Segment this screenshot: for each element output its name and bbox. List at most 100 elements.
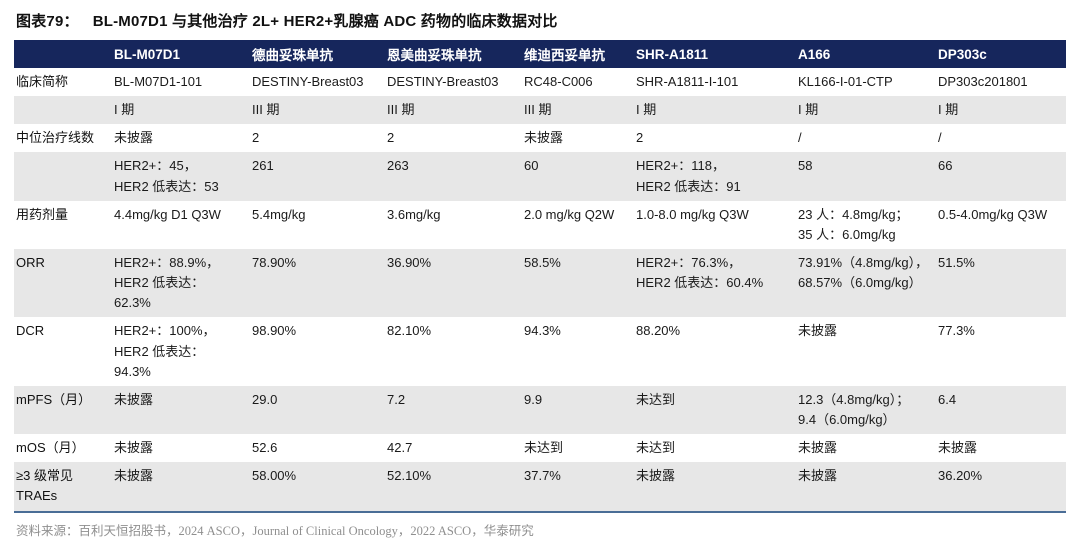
source-note: 资料来源：百利天恒招股书，2024 ASCO，Journal of Clinic… bbox=[16, 523, 534, 538]
table-cell: DESTINY-Breast03 bbox=[252, 74, 364, 89]
table-cell: 37.7% bbox=[516, 462, 628, 512]
clinical-data-table: BL-M07D1 德曲妥珠单抗 恩美曲妥珠单抗 维迪西妥单抗 SHR-A1811… bbox=[14, 40, 1066, 513]
table-cell: 5.4mg/kg bbox=[252, 206, 306, 222]
table-cell: 未达到 bbox=[636, 440, 676, 456]
table-cell: 36.90% bbox=[379, 248, 516, 318]
table-cell: 未披露 bbox=[524, 130, 564, 146]
figure-title-text: BL-M07D1 与其他治疗 2L+ HER2+乳腺癌 ADC 药物的临床数据对… bbox=[92, 13, 558, 30]
table-cell: 58.00% bbox=[244, 462, 379, 512]
table-row: ORR HER2+：88.9%， HER2 低表达： 62.3% 78.90% 36.… bbox=[14, 248, 1066, 318]
header-cell-dequ: 德曲妥珠单抗 bbox=[244, 40, 379, 68]
table-cell: 66 bbox=[930, 152, 1066, 201]
table-cell: HER2+：118， HER2 低表达：91 bbox=[628, 152, 790, 201]
table-cell: I 期 bbox=[628, 96, 790, 125]
table-row: DCR HER2+：100%， HER2 低表达： 94.3% 98.90% 82.1… bbox=[14, 317, 1066, 385]
table-cell: 73.91%（4.8mg/kg）， 68.57%（6.0mg/kg） bbox=[790, 248, 930, 318]
table-cell: 3.6mg/kg bbox=[387, 206, 441, 222]
table-cell: III 期 bbox=[379, 96, 516, 125]
table-cell: RC48-C006 bbox=[524, 74, 593, 89]
table-cell: 2.0 mg/kg Q2W bbox=[524, 206, 615, 222]
table-cell: 94.3% bbox=[524, 323, 561, 339]
table-cell: 60 bbox=[516, 152, 628, 201]
figure-number: 图表79： bbox=[16, 13, 79, 30]
table-cell: 263 bbox=[379, 152, 516, 201]
table-cell: 未披露 bbox=[798, 323, 838, 339]
header-cell-dp303c: DP303c bbox=[930, 40, 1066, 68]
table-cell: 52.6 bbox=[252, 440, 278, 456]
table-cell: 29.0 bbox=[244, 385, 379, 435]
table-cell: 78.90% bbox=[244, 248, 379, 318]
table-cell: 77.3% bbox=[938, 323, 975, 339]
table-row: mOS（月） 未披露 52.6 42.7 未达到 未达到 未披露 未披露 bbox=[14, 434, 1066, 462]
table-cell: 98.90% bbox=[252, 323, 297, 339]
table-cell: HER2+：100%， HER2 低表达： 94.3% bbox=[114, 323, 216, 379]
table-cell: 9.9 bbox=[516, 385, 628, 435]
row-label: 中位治疗线数 bbox=[16, 130, 95, 146]
table-cell: HER2+：45， HER2 低表达：53 bbox=[106, 152, 244, 201]
figure-title: 图表79： BL-M07D1 与其他治疗 2L+ HER2+乳腺癌 ADC 药物的… bbox=[16, 10, 1066, 31]
table-cell: KL166-I-01-CTP bbox=[798, 74, 893, 89]
table-cell: DP303c201801 bbox=[938, 74, 1028, 89]
table-cell: DESTINY-Breast03 bbox=[387, 74, 499, 89]
table-cell: 82.10% bbox=[387, 323, 432, 339]
row-label: ≥3 级常见 TRAEs bbox=[14, 462, 106, 512]
table-cell: 42.7 bbox=[387, 440, 413, 456]
table-header-row: BL-M07D1 德曲妥珠单抗 恩美曲妥珠单抗 维迪西妥单抗 SHR-A1811… bbox=[14, 40, 1066, 68]
table-cell: 1.0-8.0 mg/kg Q3W bbox=[636, 206, 749, 222]
table-cell: 未披露 bbox=[114, 440, 154, 456]
table-cell: 未披露 bbox=[628, 462, 790, 512]
row-label: mPFS（月） bbox=[14, 385, 106, 435]
table-cell: 58 bbox=[790, 152, 930, 201]
row-label: DCR bbox=[16, 323, 45, 339]
table-cell: 58.5% bbox=[516, 248, 628, 318]
table-cell: 2 bbox=[636, 130, 644, 146]
row-label bbox=[14, 152, 106, 201]
row-label: ORR bbox=[14, 248, 106, 318]
table-cell: 36.20% bbox=[930, 462, 1066, 512]
table-cell: III 期 bbox=[516, 96, 628, 125]
table-cell: 2 bbox=[252, 130, 260, 146]
table-cell: 未披露 bbox=[114, 130, 154, 146]
table-cell: I 期 bbox=[930, 96, 1066, 125]
table-cell: III 期 bbox=[244, 96, 379, 125]
table-cell: 6.4 bbox=[930, 385, 1066, 435]
table-cell: 52.10% bbox=[379, 462, 516, 512]
table-cell: 未披露 bbox=[106, 462, 244, 512]
table-cell: HER2+：88.9%， HER2 低表达： 62.3% bbox=[106, 248, 244, 318]
table-cell: HER2+：76.3%， HER2 低表达：60.4% bbox=[628, 248, 790, 318]
header-cell-blank bbox=[14, 40, 106, 68]
row-label: 用药剂量 bbox=[16, 206, 69, 222]
table-cell: 未披露 bbox=[938, 440, 978, 456]
table-row: HER2+：45， HER2 低表达：53 261 263 60 HER2+：118， … bbox=[14, 152, 1066, 201]
table-cell: 未披露 bbox=[106, 385, 244, 435]
table-cell: 未达到 bbox=[628, 385, 790, 435]
table-cell: 4.4mg/kg D1 Q3W bbox=[114, 206, 221, 222]
table-cell: 12.3（4.8mg/kg）； 9.4（6.0mg/kg） bbox=[790, 385, 930, 435]
table-cell: 23 人：4.8mg/kg； 35 人：6.0mg/kg bbox=[798, 206, 909, 242]
table-row: 中位治疗线数 未披露 2 2 未披露 2 / / bbox=[14, 124, 1066, 152]
row-label bbox=[14, 96, 106, 125]
table-row: ≥3 级常见 TRAEs 未披露 58.00% 52.10% 37.7% 未披露 未披露 36… bbox=[14, 462, 1066, 512]
table-cell: 7.2 bbox=[379, 385, 516, 435]
header-cell-weidixi: 维迪西妥单抗 bbox=[516, 40, 628, 68]
table-cell: 未达到 bbox=[524, 440, 564, 456]
table-cell: 51.5% bbox=[930, 248, 1066, 318]
table-row: 临床简称 BL-M07D1-101 DESTINY-Breast03 DESTINY-… bbox=[14, 68, 1066, 96]
table-cell: BL-M07D1-101 bbox=[114, 74, 203, 89]
row-label: 临床简称 bbox=[16, 74, 69, 89]
header-cell-shra1811: SHR-A1811 bbox=[628, 40, 790, 68]
table-cell: 2 bbox=[387, 130, 395, 146]
table-cell: 88.20% bbox=[636, 323, 681, 339]
table-row: mPFS（月） 未披露 29.0 7.2 9.9 未达到 12.3（4.8mg/kg）； 9… bbox=[14, 385, 1066, 435]
table-cell: 未披露 bbox=[798, 440, 838, 456]
table-cell: SHR-A1811-I-101 bbox=[636, 74, 739, 89]
table-cell: I 期 bbox=[106, 96, 244, 125]
table-cell: 未披露 bbox=[790, 462, 930, 512]
header-cell-enmei: 恩美曲妥珠单抗 bbox=[379, 40, 516, 68]
row-label: mOS（月） bbox=[16, 440, 85, 456]
table-cell: I 期 bbox=[790, 96, 930, 125]
header-cell-blm07d1: BL-M07D1 bbox=[106, 40, 244, 68]
table-cell: 0.5-4.0mg/kg Q3W bbox=[938, 206, 1048, 222]
